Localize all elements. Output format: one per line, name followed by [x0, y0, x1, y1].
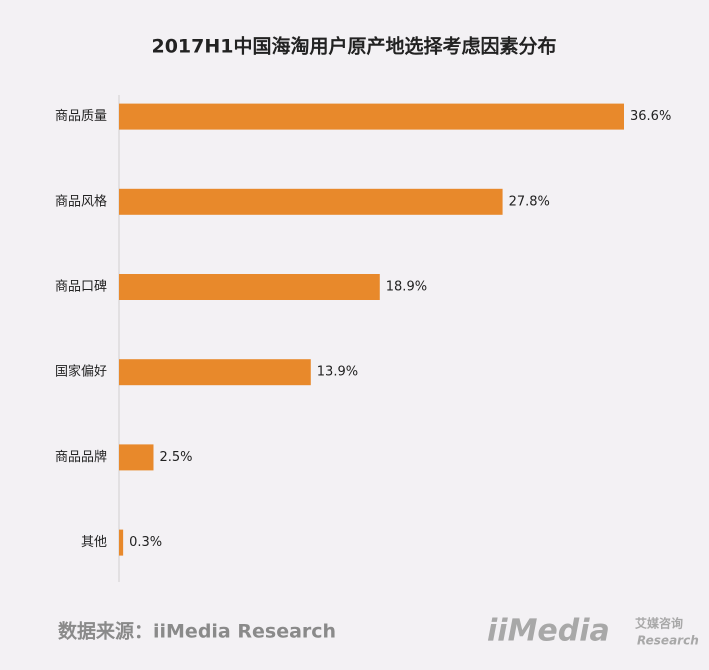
value-label: 27.8% [509, 194, 550, 209]
value-label: 2.5% [159, 450, 192, 465]
chart-title: 2017H1中国海淘用户原产地选择考虑因素分布 [151, 35, 556, 58]
logo-cn: 艾媒咨询 [635, 616, 683, 631]
value-label: 18.9% [386, 280, 427, 295]
logo-en: Research [637, 634, 699, 648]
bar [119, 529, 124, 556]
category-label: 国家偏好 [55, 364, 107, 380]
category-label: 商品风格 [55, 193, 107, 209]
category-label: 商品品牌 [55, 449, 107, 465]
value-label: 13.9% [317, 365, 358, 380]
bar [119, 444, 154, 471]
category-label: 商品口碑 [55, 279, 107, 295]
bar [119, 188, 503, 215]
logo-brand: iiMedia [487, 614, 610, 649]
category-label: 商品质量 [55, 109, 107, 124]
bar [119, 274, 380, 300]
category-label: 其他 [81, 535, 107, 550]
bar [119, 359, 311, 386]
bar [119, 103, 624, 130]
value-label: 0.3% [129, 535, 162, 550]
value-label: 36.6% [630, 109, 671, 124]
source: 数据来源：iiMedia Research [58, 620, 336, 643]
